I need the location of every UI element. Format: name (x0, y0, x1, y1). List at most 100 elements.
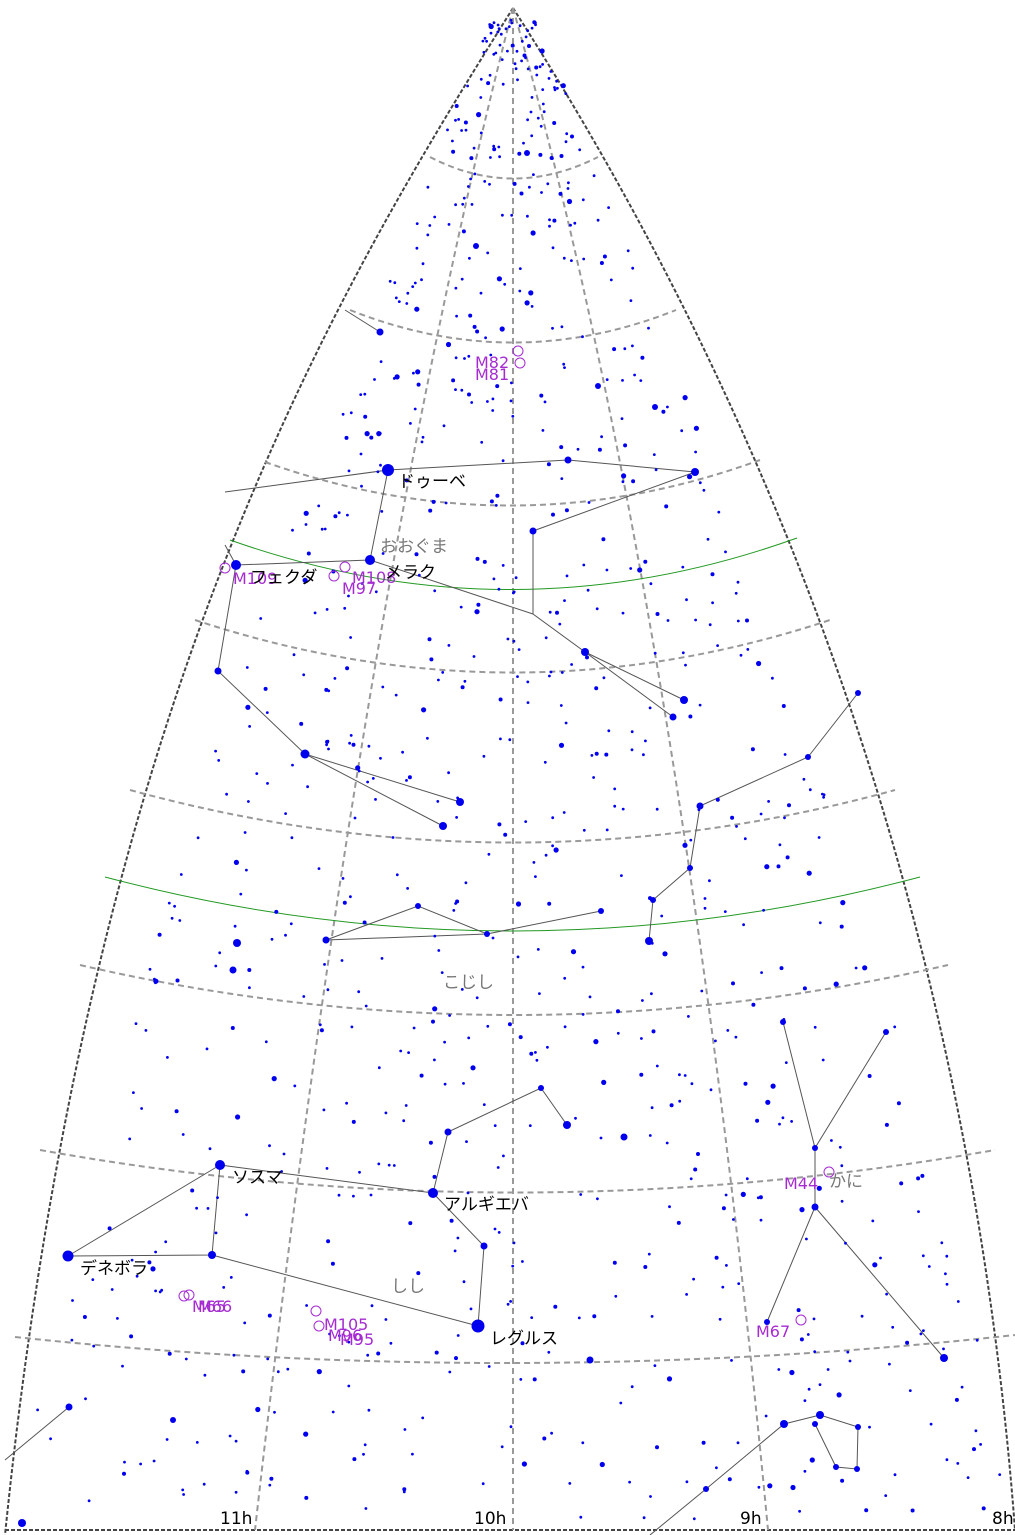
star (563, 366, 566, 369)
star (647, 1252, 651, 1256)
star (940, 1241, 944, 1245)
star (534, 65, 539, 70)
star (736, 619, 740, 623)
star (553, 847, 559, 853)
star (394, 693, 398, 697)
star (706, 537, 710, 541)
star (562, 362, 566, 366)
star (759, 1218, 763, 1222)
star (357, 769, 361, 773)
star (300, 749, 310, 759)
star (818, 1383, 822, 1386)
star (790, 1484, 796, 1491)
star (534, 1051, 537, 1054)
star (465, 1140, 468, 1143)
star (116, 1317, 119, 1320)
star (420, 440, 424, 444)
star (338, 1334, 341, 1338)
star (703, 897, 707, 900)
star (650, 992, 653, 996)
star (462, 1280, 466, 1284)
star (662, 951, 668, 957)
star (730, 815, 735, 820)
star (821, 1058, 825, 1062)
star (685, 1293, 688, 1296)
star (428, 1140, 433, 1145)
star (593, 1039, 599, 1045)
star (546, 1045, 549, 1049)
star (745, 1177, 749, 1181)
constellation-labels: おおぐま こじし しし かに (380, 537, 863, 1297)
star (549, 70, 553, 73)
star (507, 25, 511, 28)
star (718, 1317, 722, 1321)
star (415, 246, 419, 250)
star (602, 676, 606, 680)
star (516, 78, 519, 82)
star (553, 86, 556, 89)
star (489, 353, 493, 357)
star (170, 1417, 176, 1423)
star (273, 1410, 276, 1414)
star (644, 739, 647, 743)
star (833, 981, 839, 987)
star (414, 306, 420, 312)
star (669, 1103, 674, 1108)
star (527, 44, 531, 48)
star (429, 657, 434, 662)
star (469, 177, 472, 181)
star (349, 895, 352, 899)
star (492, 144, 496, 148)
star (826, 1368, 830, 1371)
star (330, 1261, 335, 1266)
star (530, 96, 534, 99)
messier-label-m96: M96 (328, 1326, 362, 1345)
star (299, 721, 304, 726)
star (255, 772, 259, 775)
star (205, 1047, 209, 1051)
star (376, 470, 380, 474)
star (708, 879, 711, 883)
star (499, 326, 505, 332)
star (150, 1266, 156, 1272)
star (402, 1487, 407, 1492)
star (470, 203, 474, 206)
star (660, 914, 664, 918)
star-field (18, 18, 1002, 1527)
star (560, 325, 564, 329)
star (488, 73, 492, 77)
star (630, 1385, 634, 1389)
star (397, 300, 401, 303)
star (538, 992, 541, 995)
star (394, 296, 398, 300)
star (559, 154, 564, 158)
star (552, 121, 557, 125)
star (678, 1099, 682, 1103)
star (579, 1193, 583, 1196)
star (419, 1073, 424, 1078)
star (566, 198, 573, 205)
star (413, 281, 417, 285)
star (448, 1370, 452, 1374)
star (737, 1282, 741, 1285)
star (154, 1289, 158, 1293)
star (696, 802, 704, 810)
star (408, 1221, 413, 1226)
star (929, 1422, 933, 1426)
star (697, 808, 701, 812)
star (432, 1006, 438, 1012)
star (579, 1515, 583, 1519)
star (302, 577, 308, 583)
star (682, 395, 688, 401)
star (896, 1101, 901, 1106)
star (508, 738, 512, 742)
star (547, 901, 552, 906)
star (750, 747, 755, 752)
star (609, 278, 613, 282)
star (547, 77, 551, 80)
star (942, 1347, 945, 1351)
star (530, 134, 534, 138)
star (352, 1194, 355, 1198)
ra-label-9h: 9h (740, 1509, 762, 1529)
